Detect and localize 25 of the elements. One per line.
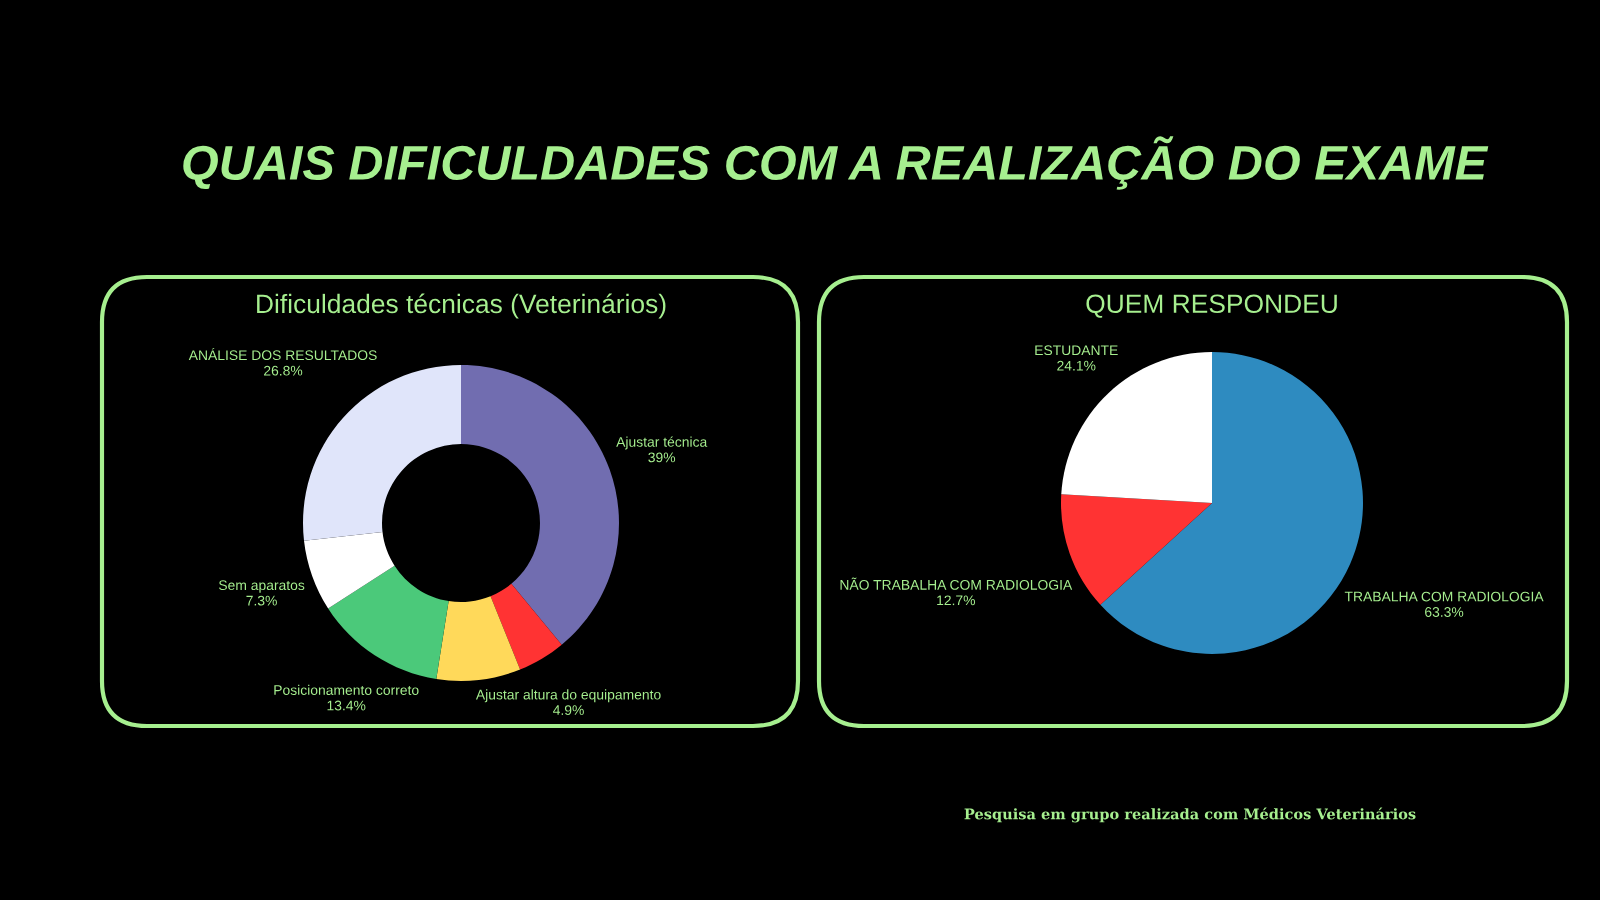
text: QUAIS DIFICULDADES COM A REALIZAÇÃO DO EXAME [183,136,1489,190]
data-label: 13.4% [327,700,366,711]
chart-subtitle: Dificuldades técnicas (Veterinários) [257,293,666,319]
donut-slice [436,596,521,681]
slice-label: ANÁLISE DOS RESULTADOS [188,347,377,361]
donut-slice [303,365,461,541]
donut-slice [328,565,449,680]
donut-slice [304,531,395,609]
slice-label: Sem aparatos [218,580,305,593]
slice-label: ESTUDANTE [1035,345,1118,356]
slice-label: Posicionamento correto [274,684,419,695]
data-label: 24.1% [1057,360,1096,371]
data-label: 26.8% [264,365,303,376]
data-label: 12.7% [937,595,975,606]
data-label: 63.3% [1425,607,1464,617]
donut-slice [490,583,562,670]
slice-label: NÃO TRABALHA COM RADIOLOGIA [840,577,1073,590]
data-label: 7.3% [246,595,277,606]
data-label: 4.9% [553,705,584,715]
slice-label: TRABALHA COM RADIOLOGIA [1344,591,1544,602]
data-label: 39% [648,452,676,463]
slice-label: Ajustar técnica [616,436,708,450]
text: Pesquisa em grupo realizada com Médicos Veterinários [964,807,1416,823]
chart-title: QUEM RESPONDEU [1086,294,1337,318]
slice-label: Ajustar altura do equipamento [475,689,661,703]
